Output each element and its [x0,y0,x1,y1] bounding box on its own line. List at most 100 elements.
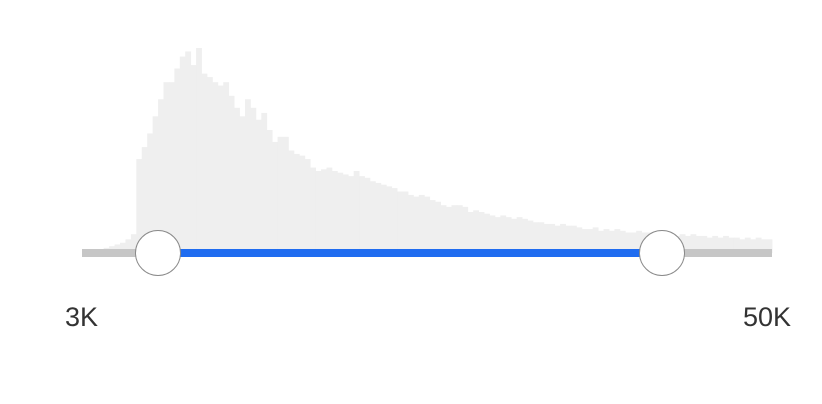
histogram-bar [587,229,594,253]
histogram-bar [505,217,512,254]
histogram-bar [369,181,376,253]
histogram-bar [570,225,577,253]
histogram-bar [114,244,121,253]
histogram-bar [744,237,751,254]
histogram-bar [391,188,398,253]
histogram-bar [168,82,175,253]
histogram-bar [516,217,523,254]
histogram-bar [440,205,447,253]
histogram-bar [272,141,278,253]
histogram-bar [549,223,556,253]
histogram-bar [179,56,186,253]
histogram-bar [266,130,273,253]
histogram-bar [386,186,393,254]
histogram-bar [636,230,642,253]
histogram-bar [565,225,572,253]
histogram-bar [532,222,539,253]
histogram-bar [413,196,420,254]
histogram-bar [543,223,550,253]
histogram-bar [712,235,719,253]
histogram-bar [407,194,414,253]
histogram-bar [484,213,490,253]
histogram-bar [630,232,637,253]
histogram-bar [538,222,545,253]
histogram-bar [147,133,154,253]
histogram-bar [337,172,344,253]
histogram-bar [446,206,452,254]
histogram-bar [456,205,463,253]
histogram-bar [717,237,724,254]
slider-selected-range [157,249,662,257]
histogram-bar [244,99,251,253]
histogram-bar [755,237,762,254]
histogram-bar [283,136,289,253]
slider-track[interactable] [82,249,772,257]
histogram-bar [429,200,436,253]
histogram-bar [527,220,534,253]
histogram-bar [152,116,159,253]
histogram-bar [288,150,295,253]
histogram-bar [130,234,137,253]
histogram-bar [299,155,306,254]
range-min-label: 3K [65,302,99,332]
histogram-bar [554,225,561,253]
histogram-bar [609,230,615,253]
histogram-bar [619,230,626,253]
slider-max-handle[interactable] [638,230,685,276]
histogram-bar [592,227,599,254]
histogram-bar [277,136,284,253]
histogram-bar [315,171,322,253]
histogram-bar [174,68,181,253]
histogram-bar [342,174,349,253]
histogram-bar [326,167,333,253]
histogram-bar [348,176,355,254]
histogram-bar [560,223,566,253]
histogram-bar [467,212,474,253]
histogram-bar [228,95,235,253]
histogram-bar [739,239,746,253]
histogram-bar [304,159,311,253]
range-max-label: 50K [742,302,791,332]
histogram-bar [125,239,132,253]
histogram-bar [375,182,382,253]
histogram-bar [761,239,767,253]
histogram-bar [435,201,441,253]
histogram-bar [359,176,365,254]
histogram-bar [402,191,409,253]
histogram-bar [424,196,431,254]
histogram-bar [733,237,740,254]
histogram-bar [212,82,219,253]
histogram-bar [581,229,588,253]
histogram-bar [163,82,170,253]
histogram-bar [239,116,246,253]
histogram-bar [478,212,485,253]
histogram-bar [603,229,610,253]
histogram-bar [261,112,268,253]
histogram-bar [625,232,632,253]
histogram-bar [511,218,518,253]
histogram-bar [706,237,713,254]
histogram-bar [494,217,501,254]
histogram-bar [255,119,262,253]
histogram-bar [331,171,338,253]
histogram-bar [614,229,621,253]
histogram-bar [293,153,300,253]
histogram-bar [196,48,202,253]
histogram-bar [223,82,230,253]
histogram-bar [185,51,192,253]
histogram-bar [364,177,371,253]
histogram-bar [701,235,708,253]
histogram-bar [489,215,496,253]
histogram-bar [353,171,360,253]
slider-min-handle[interactable] [134,230,181,276]
histogram-bar [206,77,213,253]
histogram-bar [690,234,697,253]
histogram-bar [473,210,480,253]
histogram-bar [723,235,729,253]
histogram-bar [250,107,257,253]
histogram-bar [380,184,387,253]
histogram-bar [234,107,240,253]
histogram-bar [190,65,197,253]
